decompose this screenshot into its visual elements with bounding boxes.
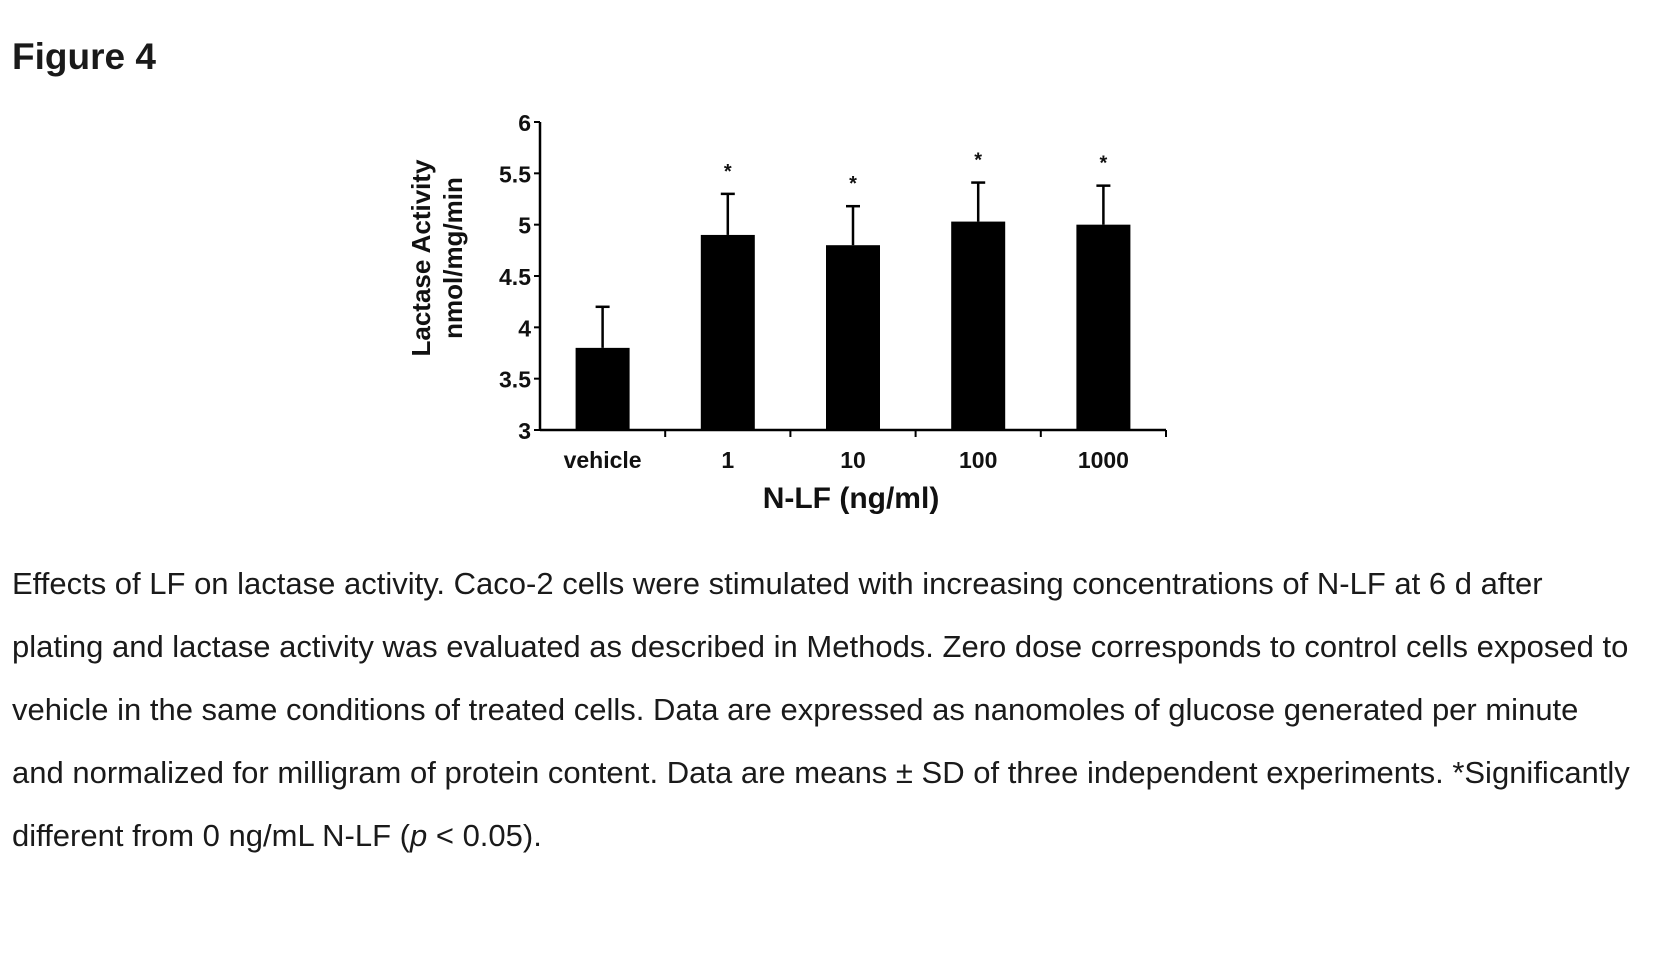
bar-100 bbox=[951, 221, 1006, 430]
y-tick-label: 3.5 bbox=[499, 367, 531, 393]
p-value-symbol: p bbox=[409, 818, 428, 853]
bar-10 bbox=[826, 245, 880, 430]
bar-1 bbox=[700, 234, 755, 430]
caption-text: Effects of LF on lactase activity. Caco-… bbox=[12, 566, 1630, 853]
figure-title: Figure 4 bbox=[12, 36, 156, 77]
y-tick-label: 5 bbox=[518, 213, 531, 239]
bar-vehicle bbox=[575, 347, 630, 430]
caption-text-end: < 0.05). bbox=[427, 818, 542, 853]
significance-marker-100: * bbox=[974, 150, 982, 172]
figure-caption: Effects of LF on lactase activity. Caco-… bbox=[12, 552, 1637, 867]
y-tick-label: 6 bbox=[518, 110, 531, 136]
x-tick-label-100: 100 bbox=[959, 447, 997, 473]
bar-1000 bbox=[1076, 224, 1131, 430]
y-tick-label: 4.5 bbox=[499, 264, 531, 290]
y-axis-unit: nmol/mg/min bbox=[438, 177, 468, 339]
significance-marker-10: * bbox=[849, 173, 857, 195]
y-axis-title: Lactase Activity bbox=[406, 159, 436, 357]
significance-marker-1: * bbox=[724, 161, 732, 183]
x-tick-label-1: 1 bbox=[721, 447, 734, 473]
bar-chart: Lactase Activity nmol/mg/min N-LF (ng/ml… bbox=[406, 110, 1167, 515]
y-tick-label: 3 bbox=[518, 418, 531, 444]
y-tick-label: 4 bbox=[518, 315, 531, 341]
x-tick-label-1000: 1000 bbox=[1078, 447, 1129, 473]
bar-chart-svg: Lactase Activity nmol/mg/min N-LF (ng/ml… bbox=[406, 110, 1167, 515]
y-tick-label: 5.5 bbox=[499, 161, 531, 187]
significance-marker-1000: * bbox=[1100, 153, 1108, 175]
x-axis-title: N-LF (ng/ml) bbox=[763, 482, 940, 515]
x-tick-label-10: 10 bbox=[840, 447, 866, 473]
x-tick-label-vehicle: vehicle bbox=[564, 447, 642, 473]
